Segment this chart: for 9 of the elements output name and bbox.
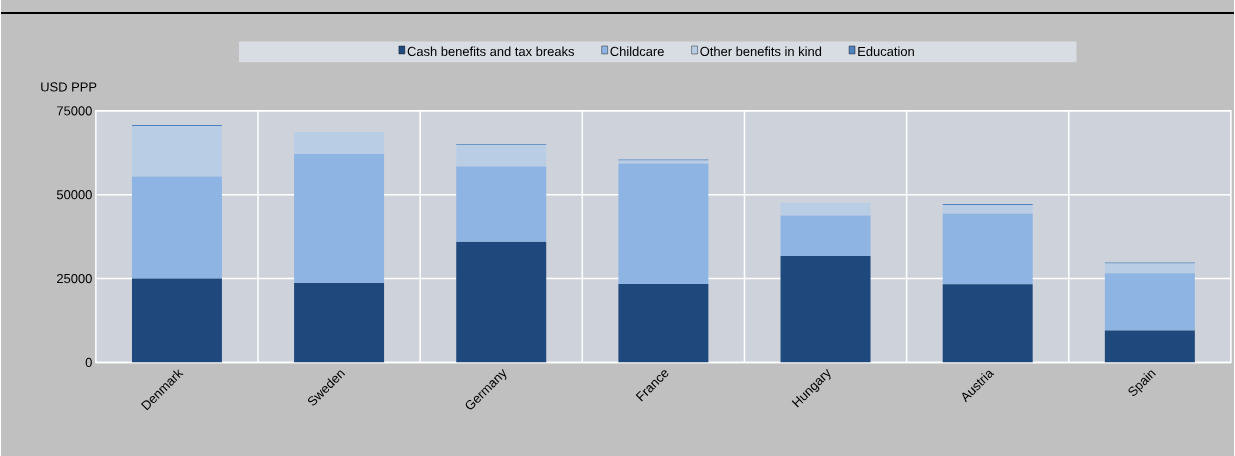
y-tick-label: 75000 (57, 106, 92, 116)
y-tick-label: 0 (85, 357, 92, 367)
legend-label: Other benefits in kind (700, 46, 822, 56)
y-tick-label: 50000 (56, 189, 92, 200)
legend-label: Cash benefits and tax breaks (407, 46, 575, 56)
y-axis-title: USD PPP (41, 82, 97, 92)
legend-label: Childcare (610, 46, 664, 56)
y-tick-label: 25000 (57, 273, 92, 283)
legend-label: Education (858, 46, 914, 56)
